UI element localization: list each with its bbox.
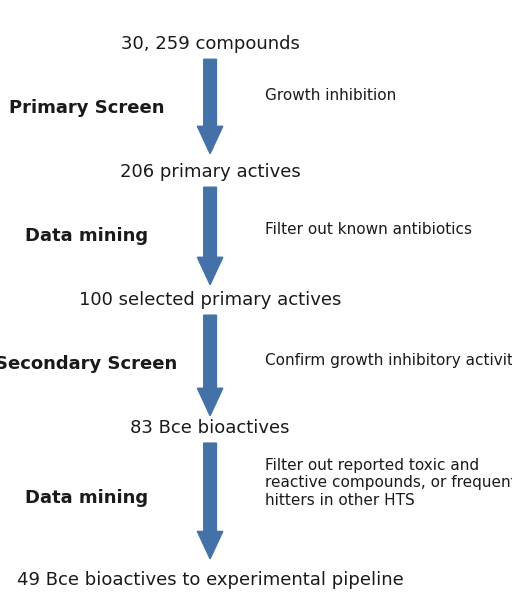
Text: 206 primary actives: 206 primary actives bbox=[120, 163, 301, 181]
Text: Secondary Screen: Secondary Screen bbox=[0, 355, 178, 373]
Text: Confirm growth inhibitory activity: Confirm growth inhibitory activity bbox=[265, 353, 512, 368]
FancyArrow shape bbox=[197, 443, 223, 559]
Text: 49 Bce bioactives to experimental pipeline: 49 Bce bioactives to experimental pipeli… bbox=[17, 571, 403, 589]
Text: Filter out reported toxic and
reactive compounds, or frequent
hitters in other H: Filter out reported toxic and reactive c… bbox=[265, 458, 512, 507]
FancyArrow shape bbox=[197, 59, 223, 154]
Text: 30, 259 compounds: 30, 259 compounds bbox=[121, 35, 300, 53]
Text: Data mining: Data mining bbox=[25, 227, 148, 245]
FancyArrow shape bbox=[197, 315, 223, 416]
Text: Primary Screen: Primary Screen bbox=[9, 99, 164, 117]
Text: Data mining: Data mining bbox=[25, 489, 148, 507]
Text: 83 Bce bioactives: 83 Bce bioactives bbox=[131, 419, 290, 437]
Text: Filter out known antibiotics: Filter out known antibiotics bbox=[265, 222, 472, 237]
FancyArrow shape bbox=[197, 187, 223, 285]
Text: Growth inhibition: Growth inhibition bbox=[265, 88, 396, 103]
Text: 100 selected primary actives: 100 selected primary actives bbox=[79, 291, 342, 309]
